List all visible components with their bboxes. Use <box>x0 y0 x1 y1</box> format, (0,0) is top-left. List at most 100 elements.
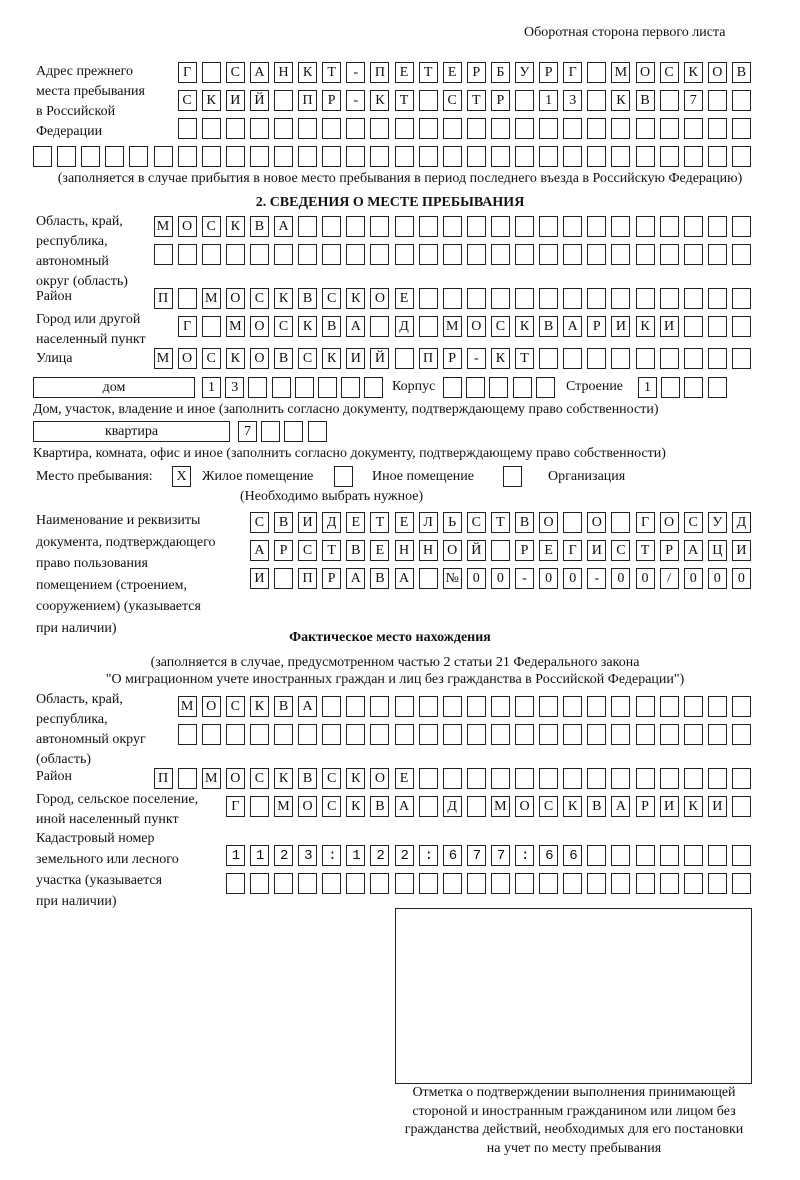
char-cell[interactable] <box>394 724 414 745</box>
char-cell[interactable]: 3 <box>563 90 583 111</box>
char-cell[interactable]: 0 <box>611 568 631 589</box>
char-cell[interactable] <box>683 724 703 745</box>
char-cell[interactable] <box>490 873 510 894</box>
char-cell[interactable]: К <box>201 90 221 111</box>
char-cell[interactable]: И <box>587 540 607 561</box>
char-cell[interactable]: С <box>659 62 679 83</box>
char-cell[interactable]: С <box>249 768 269 789</box>
char-cell[interactable] <box>284 421 304 442</box>
char-cell[interactable]: С <box>298 540 318 561</box>
char-cell[interactable] <box>707 288 727 309</box>
char-cell[interactable]: Е <box>539 540 559 561</box>
char-cell[interactable] <box>659 288 679 309</box>
char-cell[interactable] <box>322 118 342 139</box>
char-cell[interactable] <box>442 244 462 265</box>
char-cell[interactable] <box>731 118 751 139</box>
char-cell[interactable]: / <box>659 568 679 589</box>
char-cell[interactable]: Г <box>225 796 245 817</box>
char-cell[interactable] <box>370 696 390 717</box>
char-cell[interactable] <box>490 845 510 866</box>
char-cell[interactable] <box>515 724 534 745</box>
char-cell[interactable] <box>611 216 631 237</box>
char-cell[interactable] <box>683 845 703 866</box>
char-cell[interactable]: С <box>322 288 342 309</box>
char-cell[interactable]: А <box>394 568 414 589</box>
char-cell[interactable]: Д <box>442 796 462 817</box>
char-cell[interactable] <box>512 377 532 398</box>
char-cell[interactable]: Р <box>587 316 607 337</box>
char-cell[interactable] <box>515 873 534 894</box>
char-cell[interactable]: Р <box>274 540 293 561</box>
char-cell[interactable]: О <box>177 216 197 237</box>
char-cell[interactable] <box>635 146 655 167</box>
char-cell[interactable]: С <box>249 288 269 309</box>
char-cell[interactable] <box>563 696 583 717</box>
char-cell[interactable]: Р <box>515 540 534 561</box>
char-cell[interactable] <box>539 696 559 717</box>
char-cell[interactable] <box>274 568 293 589</box>
char-cell[interactable]: Е <box>370 540 390 561</box>
char-cell[interactable] <box>298 146 318 167</box>
char-cell[interactable] <box>611 118 631 139</box>
char-cell[interactable]: 0 <box>466 568 486 589</box>
char-cell[interactable] <box>683 118 703 139</box>
char-cell[interactable] <box>731 845 751 866</box>
char-cell[interactable] <box>587 724 607 745</box>
char-cell[interactable]: С <box>274 316 293 337</box>
char-cell[interactable] <box>635 845 655 866</box>
char-cell[interactable] <box>466 288 486 309</box>
char-cell[interactable] <box>611 244 631 265</box>
char-cell[interactable] <box>322 216 342 237</box>
char-cell[interactable] <box>225 724 245 745</box>
char-cell[interactable] <box>322 724 342 745</box>
char-cell[interactable]: К <box>490 348 510 369</box>
char-cell[interactable]: К <box>274 768 293 789</box>
char-cell[interactable] <box>418 90 438 111</box>
char-cell[interactable] <box>364 377 384 398</box>
char-cell[interactable]: 0 <box>635 568 655 589</box>
char-cell[interactable] <box>153 244 173 265</box>
char-cell[interactable]: О <box>442 540 462 561</box>
char-cell[interactable]: - <box>587 568 607 589</box>
char-cell[interactable]: С <box>201 348 221 369</box>
char-cell[interactable]: Т <box>322 62 342 83</box>
char-cell[interactable]: И <box>611 316 631 337</box>
char-cell[interactable]: Б <box>490 62 510 83</box>
char-cell[interactable]: А <box>298 696 318 717</box>
char-cell[interactable] <box>177 146 197 167</box>
char-cell[interactable] <box>274 118 293 139</box>
char-cell[interactable]: В <box>731 62 751 83</box>
char-cell[interactable] <box>563 118 583 139</box>
char-cell[interactable]: Й <box>466 540 486 561</box>
char-cell[interactable]: К <box>683 796 703 817</box>
char-cell[interactable]: М <box>201 288 221 309</box>
char-cell[interactable] <box>731 288 751 309</box>
char-cell[interactable] <box>225 118 245 139</box>
char-cell[interactable]: В <box>587 796 607 817</box>
char-cell[interactable] <box>539 768 559 789</box>
char-cell[interactable]: С <box>177 90 197 111</box>
char-cell[interactable] <box>370 146 390 167</box>
char-cell[interactable] <box>466 724 486 745</box>
char-cell[interactable] <box>683 768 703 789</box>
char-cell[interactable]: Г <box>563 62 583 83</box>
char-cell[interactable] <box>635 244 655 265</box>
char-cell[interactable] <box>659 696 679 717</box>
char-cell[interactable] <box>659 348 679 369</box>
char-cell[interactable] <box>225 244 245 265</box>
char-cell[interactable] <box>707 216 727 237</box>
char-cell[interactable] <box>587 118 607 139</box>
char-cell[interactable] <box>249 146 269 167</box>
char-cell[interactable]: Т <box>418 62 438 83</box>
char-cell[interactable] <box>370 873 390 894</box>
char-cell[interactable] <box>201 146 221 167</box>
char-cell[interactable]: Н <box>418 540 438 561</box>
char-cell[interactable] <box>341 377 361 398</box>
char-cell[interactable]: Г <box>177 62 197 83</box>
char-cell[interactable] <box>611 845 631 866</box>
char-cell[interactable] <box>539 348 559 369</box>
char-cell[interactable]: О <box>249 348 269 369</box>
char-cell[interactable]: Й <box>249 90 269 111</box>
char-cell[interactable]: В <box>274 348 293 369</box>
char-cell[interactable] <box>587 873 607 894</box>
